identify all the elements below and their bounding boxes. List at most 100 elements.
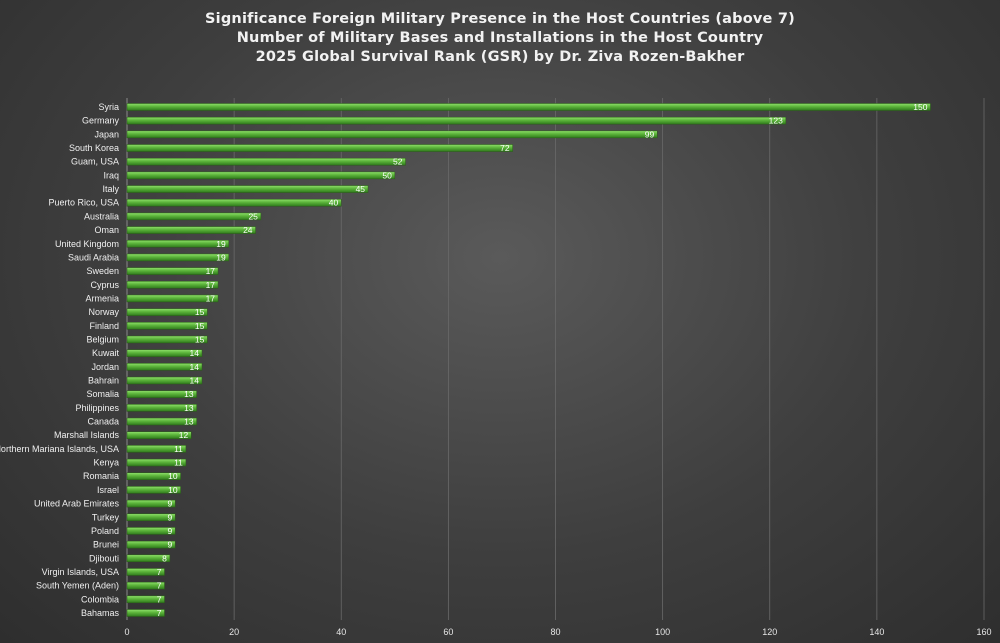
bar <box>126 445 187 453</box>
data-label: 13 <box>184 403 194 413</box>
data-label: 9 <box>167 526 172 536</box>
data-label: 25 <box>248 211 258 221</box>
category-label: Canada <box>87 417 119 427</box>
category-label: Turkey <box>92 512 120 522</box>
category-label: Jordan <box>91 362 119 372</box>
data-label: 17 <box>206 280 216 290</box>
data-label: 11 <box>174 458 183 468</box>
category-label: Kuwait <box>92 348 120 358</box>
data-label: 10 <box>168 485 178 495</box>
category-label: Guam, USA <box>71 157 119 167</box>
bar <box>126 185 369 193</box>
bar <box>126 540 176 549</box>
chart-title-line-3: 2025 Global Survival Rank (GSR) by Dr. Z… <box>255 49 745 65</box>
data-label: 14 <box>190 362 200 372</box>
x-tick-label: 40 <box>336 627 346 637</box>
data-label: 150 <box>913 102 927 112</box>
data-label: 40 <box>329 198 339 208</box>
data-label: 9 <box>167 512 172 522</box>
category-label: Oman <box>94 225 119 235</box>
category-label: Djibouti <box>89 553 119 563</box>
category-label: Syria <box>98 102 119 112</box>
category-label: Belgium <box>86 334 119 344</box>
category-label: Somalia <box>86 389 119 399</box>
category-label: Colombia <box>81 594 119 604</box>
bar <box>126 322 208 330</box>
category-label: Marshall Islands <box>54 430 120 440</box>
bar <box>126 226 256 234</box>
x-tick-label: 120 <box>762 627 777 637</box>
bar <box>126 568 165 576</box>
category-label: United Arab Emirates <box>34 499 120 509</box>
bar <box>126 240 230 248</box>
category-label: Poland <box>91 526 119 536</box>
bar <box>126 527 176 535</box>
data-label: 7 <box>157 567 162 577</box>
bar <box>126 486 181 494</box>
data-label: 8 <box>162 553 167 563</box>
data-label: 50 <box>382 170 392 180</box>
x-tick-label: 160 <box>976 627 991 637</box>
bar <box>126 294 219 303</box>
category-label: Bahrain <box>88 376 119 386</box>
category-label: United Kingdom <box>55 239 119 249</box>
bar <box>126 417 197 426</box>
data-label: 24 <box>243 225 253 235</box>
bar <box>126 554 171 563</box>
bar <box>126 376 203 385</box>
category-label: Japan <box>94 129 119 139</box>
category-label: Romania <box>83 471 119 481</box>
bar <box>126 404 197 412</box>
bar <box>126 390 197 398</box>
x-tick-label: 80 <box>550 627 560 637</box>
x-tick-label: 100 <box>655 627 670 637</box>
category-label: Norway <box>88 307 119 317</box>
category-label: Puerto Rico, USA <box>48 198 119 208</box>
x-tick-label: 20 <box>229 627 239 637</box>
category-label: Israel <box>97 485 119 495</box>
category-label: Bahamas <box>81 608 120 618</box>
bar <box>126 212 262 221</box>
category-label: Brunei <box>93 540 119 550</box>
data-label: 19 <box>216 239 226 249</box>
data-label: 19 <box>216 252 226 262</box>
bar <box>126 157 406 166</box>
category-label: Virgin Islands, USA <box>42 567 119 577</box>
data-label: 7 <box>157 608 162 618</box>
data-label: 11 <box>174 444 183 454</box>
chart-title-line-2: Number of Military Bases and Installatio… <box>236 30 764 46</box>
bar <box>126 103 931 111</box>
category-label: Cyprus <box>90 280 119 290</box>
data-label: 7 <box>157 594 162 604</box>
bar <box>126 609 165 617</box>
data-label: 12 <box>179 430 189 440</box>
bar <box>126 267 219 275</box>
bar <box>126 349 203 357</box>
category-label: Germany <box>82 116 120 126</box>
data-label: 9 <box>167 499 172 509</box>
category-label: Kenya <box>93 458 119 468</box>
data-label: 72 <box>500 143 510 153</box>
bar <box>126 431 192 439</box>
category-label: Armenia <box>85 293 119 303</box>
data-label: 15 <box>195 334 205 344</box>
bar <box>126 581 165 590</box>
data-label: 99 <box>645 129 655 139</box>
bar <box>126 472 181 480</box>
data-label: 15 <box>195 321 205 331</box>
bar <box>126 116 787 125</box>
chart-title: Significance Foreign Military Presence i… <box>0 10 1000 67</box>
data-label: 7 <box>157 581 162 591</box>
bar <box>126 253 230 262</box>
data-label: 17 <box>206 266 216 276</box>
x-tick-label: 140 <box>869 627 884 637</box>
category-label: Northern Mariana Islands, USA <box>0 444 119 454</box>
category-label: Philippines <box>75 403 119 413</box>
data-label: 14 <box>190 376 200 386</box>
bar <box>126 130 658 139</box>
data-label: 17 <box>206 293 216 303</box>
data-label: 10 <box>168 471 178 481</box>
bar <box>126 281 219 289</box>
bar <box>126 363 203 371</box>
